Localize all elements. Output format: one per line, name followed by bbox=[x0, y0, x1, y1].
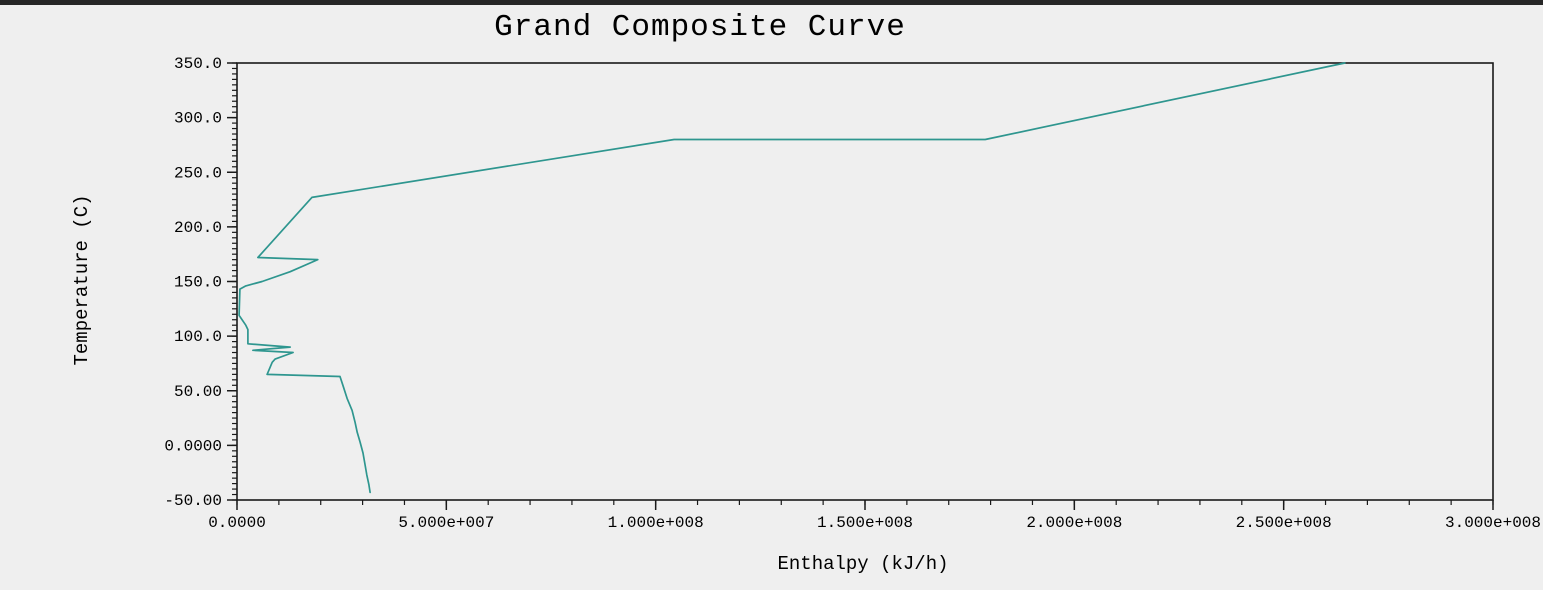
x-tick-label: 1.000e+008 bbox=[608, 514, 704, 532]
x-axis-title: Enthalpy (kJ/h) bbox=[777, 553, 949, 575]
y-tick-label: 350.0 bbox=[174, 55, 222, 73]
x-tick-label: 2.000e+008 bbox=[1026, 514, 1122, 532]
chart-title: Grand Composite Curve bbox=[494, 10, 906, 45]
x-axis-tick-labels: 0.0000 5.000e+007 1.000e+008 1.500e+008 2.00… bbox=[208, 514, 1541, 532]
gcc-curve bbox=[238, 62, 1346, 494]
y-tick-label: 0.0000 bbox=[164, 437, 222, 455]
x-tick-label: 2.500e+008 bbox=[1236, 514, 1332, 532]
y-tick-label: -50.00 bbox=[164, 492, 222, 510]
y-tick-label: 200.0 bbox=[174, 219, 222, 237]
x-axis-major-ticks bbox=[236, 500, 1494, 510]
x-tick-label: 1.500e+008 bbox=[817, 514, 913, 532]
y-tick-label: 250.0 bbox=[174, 164, 222, 182]
x-tick-label: 5.000e+007 bbox=[398, 514, 494, 532]
y-axis-major-ticks bbox=[227, 62, 237, 501]
y-tick-label: 300.0 bbox=[174, 110, 222, 128]
y-tick-label: 50.00 bbox=[174, 383, 222, 401]
y-tick-label: 150.0 bbox=[174, 274, 222, 292]
y-axis-tick-labels: 350.0 300.0 250.0 200.0 150.0 100.0 50.00 0.000… bbox=[164, 55, 222, 510]
y-tick-label: 100.0 bbox=[174, 328, 222, 346]
plot-frame bbox=[236, 62, 1494, 501]
window-top-border bbox=[0, 0, 1543, 5]
x-tick-label: 3.000e+008 bbox=[1445, 514, 1541, 532]
x-tick-label: 0.0000 bbox=[208, 514, 266, 532]
